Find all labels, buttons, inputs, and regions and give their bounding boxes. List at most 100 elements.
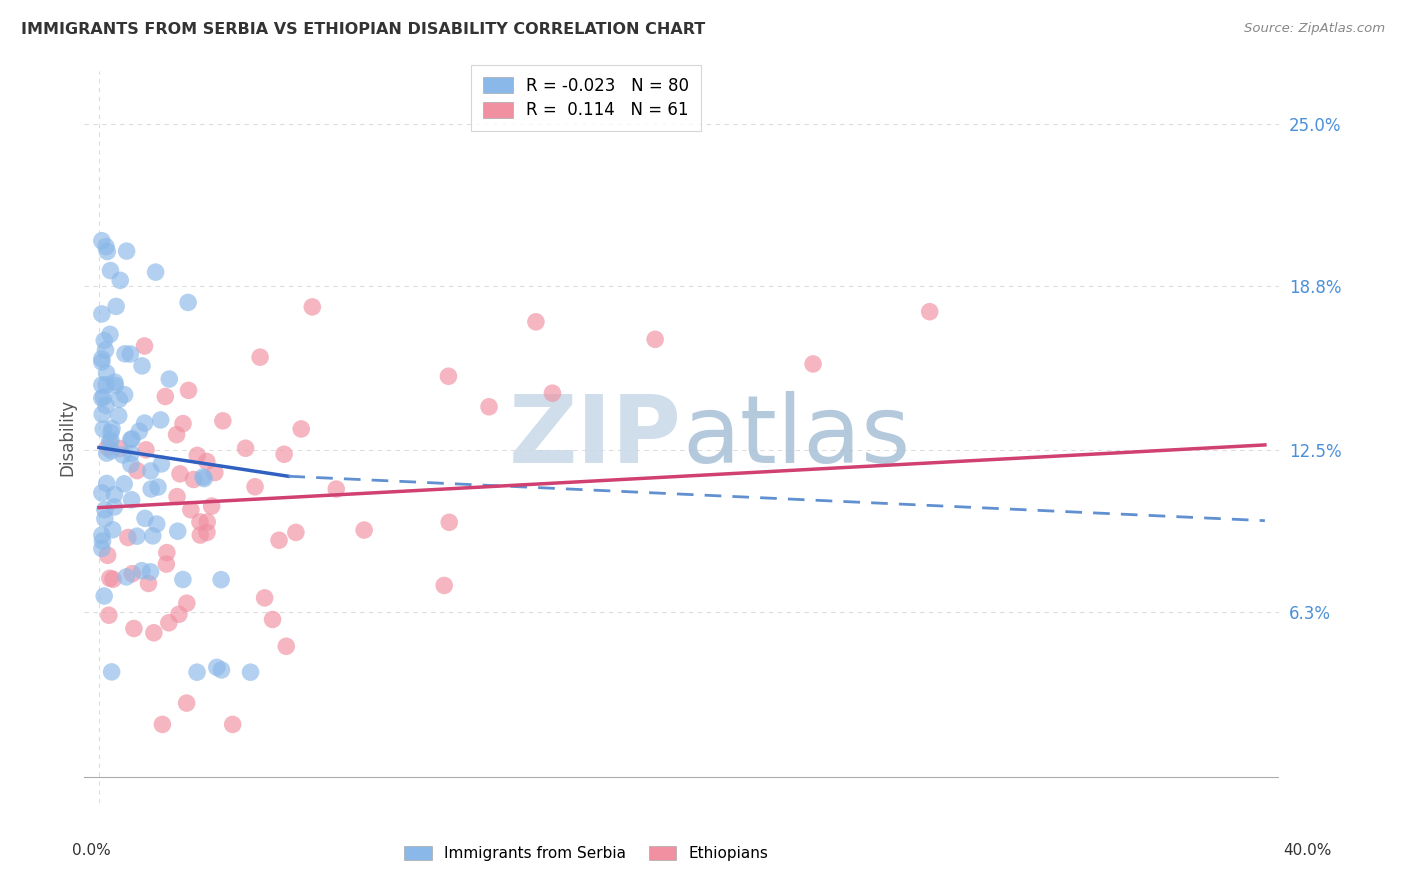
Point xyxy=(120,446,142,460)
Point xyxy=(98,327,121,342)
Point xyxy=(97,608,120,623)
Point xyxy=(139,464,162,478)
Point xyxy=(146,480,169,494)
Point xyxy=(176,696,198,710)
Point xyxy=(125,464,148,478)
Point xyxy=(541,386,564,401)
Point xyxy=(96,366,118,380)
Point xyxy=(100,443,122,458)
Point xyxy=(284,525,307,540)
Point xyxy=(90,355,112,369)
Point xyxy=(195,525,218,540)
Point xyxy=(186,449,208,463)
Text: ZIP: ZIP xyxy=(509,391,682,483)
Point xyxy=(94,377,117,392)
Text: atlas: atlas xyxy=(682,391,910,483)
Point xyxy=(94,343,117,357)
Point xyxy=(204,466,226,480)
Point xyxy=(90,378,112,392)
Point xyxy=(114,347,136,361)
Point xyxy=(172,417,194,431)
Point xyxy=(93,589,115,603)
Point xyxy=(177,384,200,398)
Point xyxy=(134,511,156,525)
Text: Source: ZipAtlas.com: Source: ZipAtlas.com xyxy=(1244,22,1385,36)
Point xyxy=(97,441,120,455)
Point xyxy=(105,299,128,313)
Point xyxy=(98,571,121,585)
Point xyxy=(166,490,188,504)
Point xyxy=(97,549,120,563)
Point xyxy=(115,244,138,258)
Point xyxy=(253,591,276,605)
Point xyxy=(157,615,180,630)
Point xyxy=(211,414,233,428)
Point xyxy=(155,390,177,404)
Point xyxy=(131,359,153,373)
Point xyxy=(90,234,112,248)
Point xyxy=(325,482,347,496)
Point xyxy=(96,476,118,491)
Point xyxy=(100,425,122,440)
Point xyxy=(249,350,271,364)
Point xyxy=(128,424,150,438)
Point xyxy=(104,378,127,392)
Point xyxy=(195,454,218,468)
Point xyxy=(262,612,284,626)
Point xyxy=(135,442,157,457)
Point xyxy=(201,499,224,513)
Point xyxy=(439,516,461,530)
Point xyxy=(156,546,179,560)
Point xyxy=(103,500,125,514)
Point xyxy=(120,347,142,361)
Point xyxy=(91,422,114,436)
Point xyxy=(188,528,211,542)
Point xyxy=(186,665,208,680)
Point xyxy=(211,663,233,677)
Point xyxy=(437,369,460,384)
Point xyxy=(93,334,115,348)
Point xyxy=(122,622,145,636)
Point xyxy=(121,432,143,446)
Legend: Immigrants from Serbia, Ethiopians: Immigrants from Serbia, Ethiopians xyxy=(398,839,775,867)
Point xyxy=(166,427,188,442)
Point xyxy=(93,390,115,404)
Point xyxy=(90,307,112,321)
Point xyxy=(117,531,139,545)
Point xyxy=(239,665,262,680)
Point xyxy=(177,295,200,310)
Point xyxy=(90,486,112,500)
Point xyxy=(167,607,190,622)
Point xyxy=(644,332,666,346)
Point xyxy=(108,392,131,407)
Point xyxy=(111,448,134,462)
Point xyxy=(191,470,214,484)
Point xyxy=(176,596,198,610)
Point xyxy=(918,304,941,318)
Point xyxy=(801,357,824,371)
Point xyxy=(243,480,266,494)
Point xyxy=(100,263,122,277)
Point xyxy=(157,372,180,386)
Point xyxy=(235,442,257,456)
Point xyxy=(94,239,117,253)
Point xyxy=(96,244,118,259)
Point xyxy=(131,564,153,578)
Point xyxy=(267,533,290,548)
Point xyxy=(103,487,125,501)
Point xyxy=(121,492,143,507)
Point xyxy=(155,557,177,571)
Point xyxy=(169,467,191,481)
Point xyxy=(150,717,173,731)
Point xyxy=(120,457,142,471)
Point xyxy=(94,511,117,525)
Point xyxy=(125,529,148,543)
Point xyxy=(221,717,243,731)
Point xyxy=(100,434,122,448)
Point xyxy=(193,472,215,486)
Point xyxy=(138,576,160,591)
Point xyxy=(150,457,173,471)
Point xyxy=(107,409,129,423)
Point xyxy=(290,422,312,436)
Text: 0.0%: 0.0% xyxy=(72,843,111,858)
